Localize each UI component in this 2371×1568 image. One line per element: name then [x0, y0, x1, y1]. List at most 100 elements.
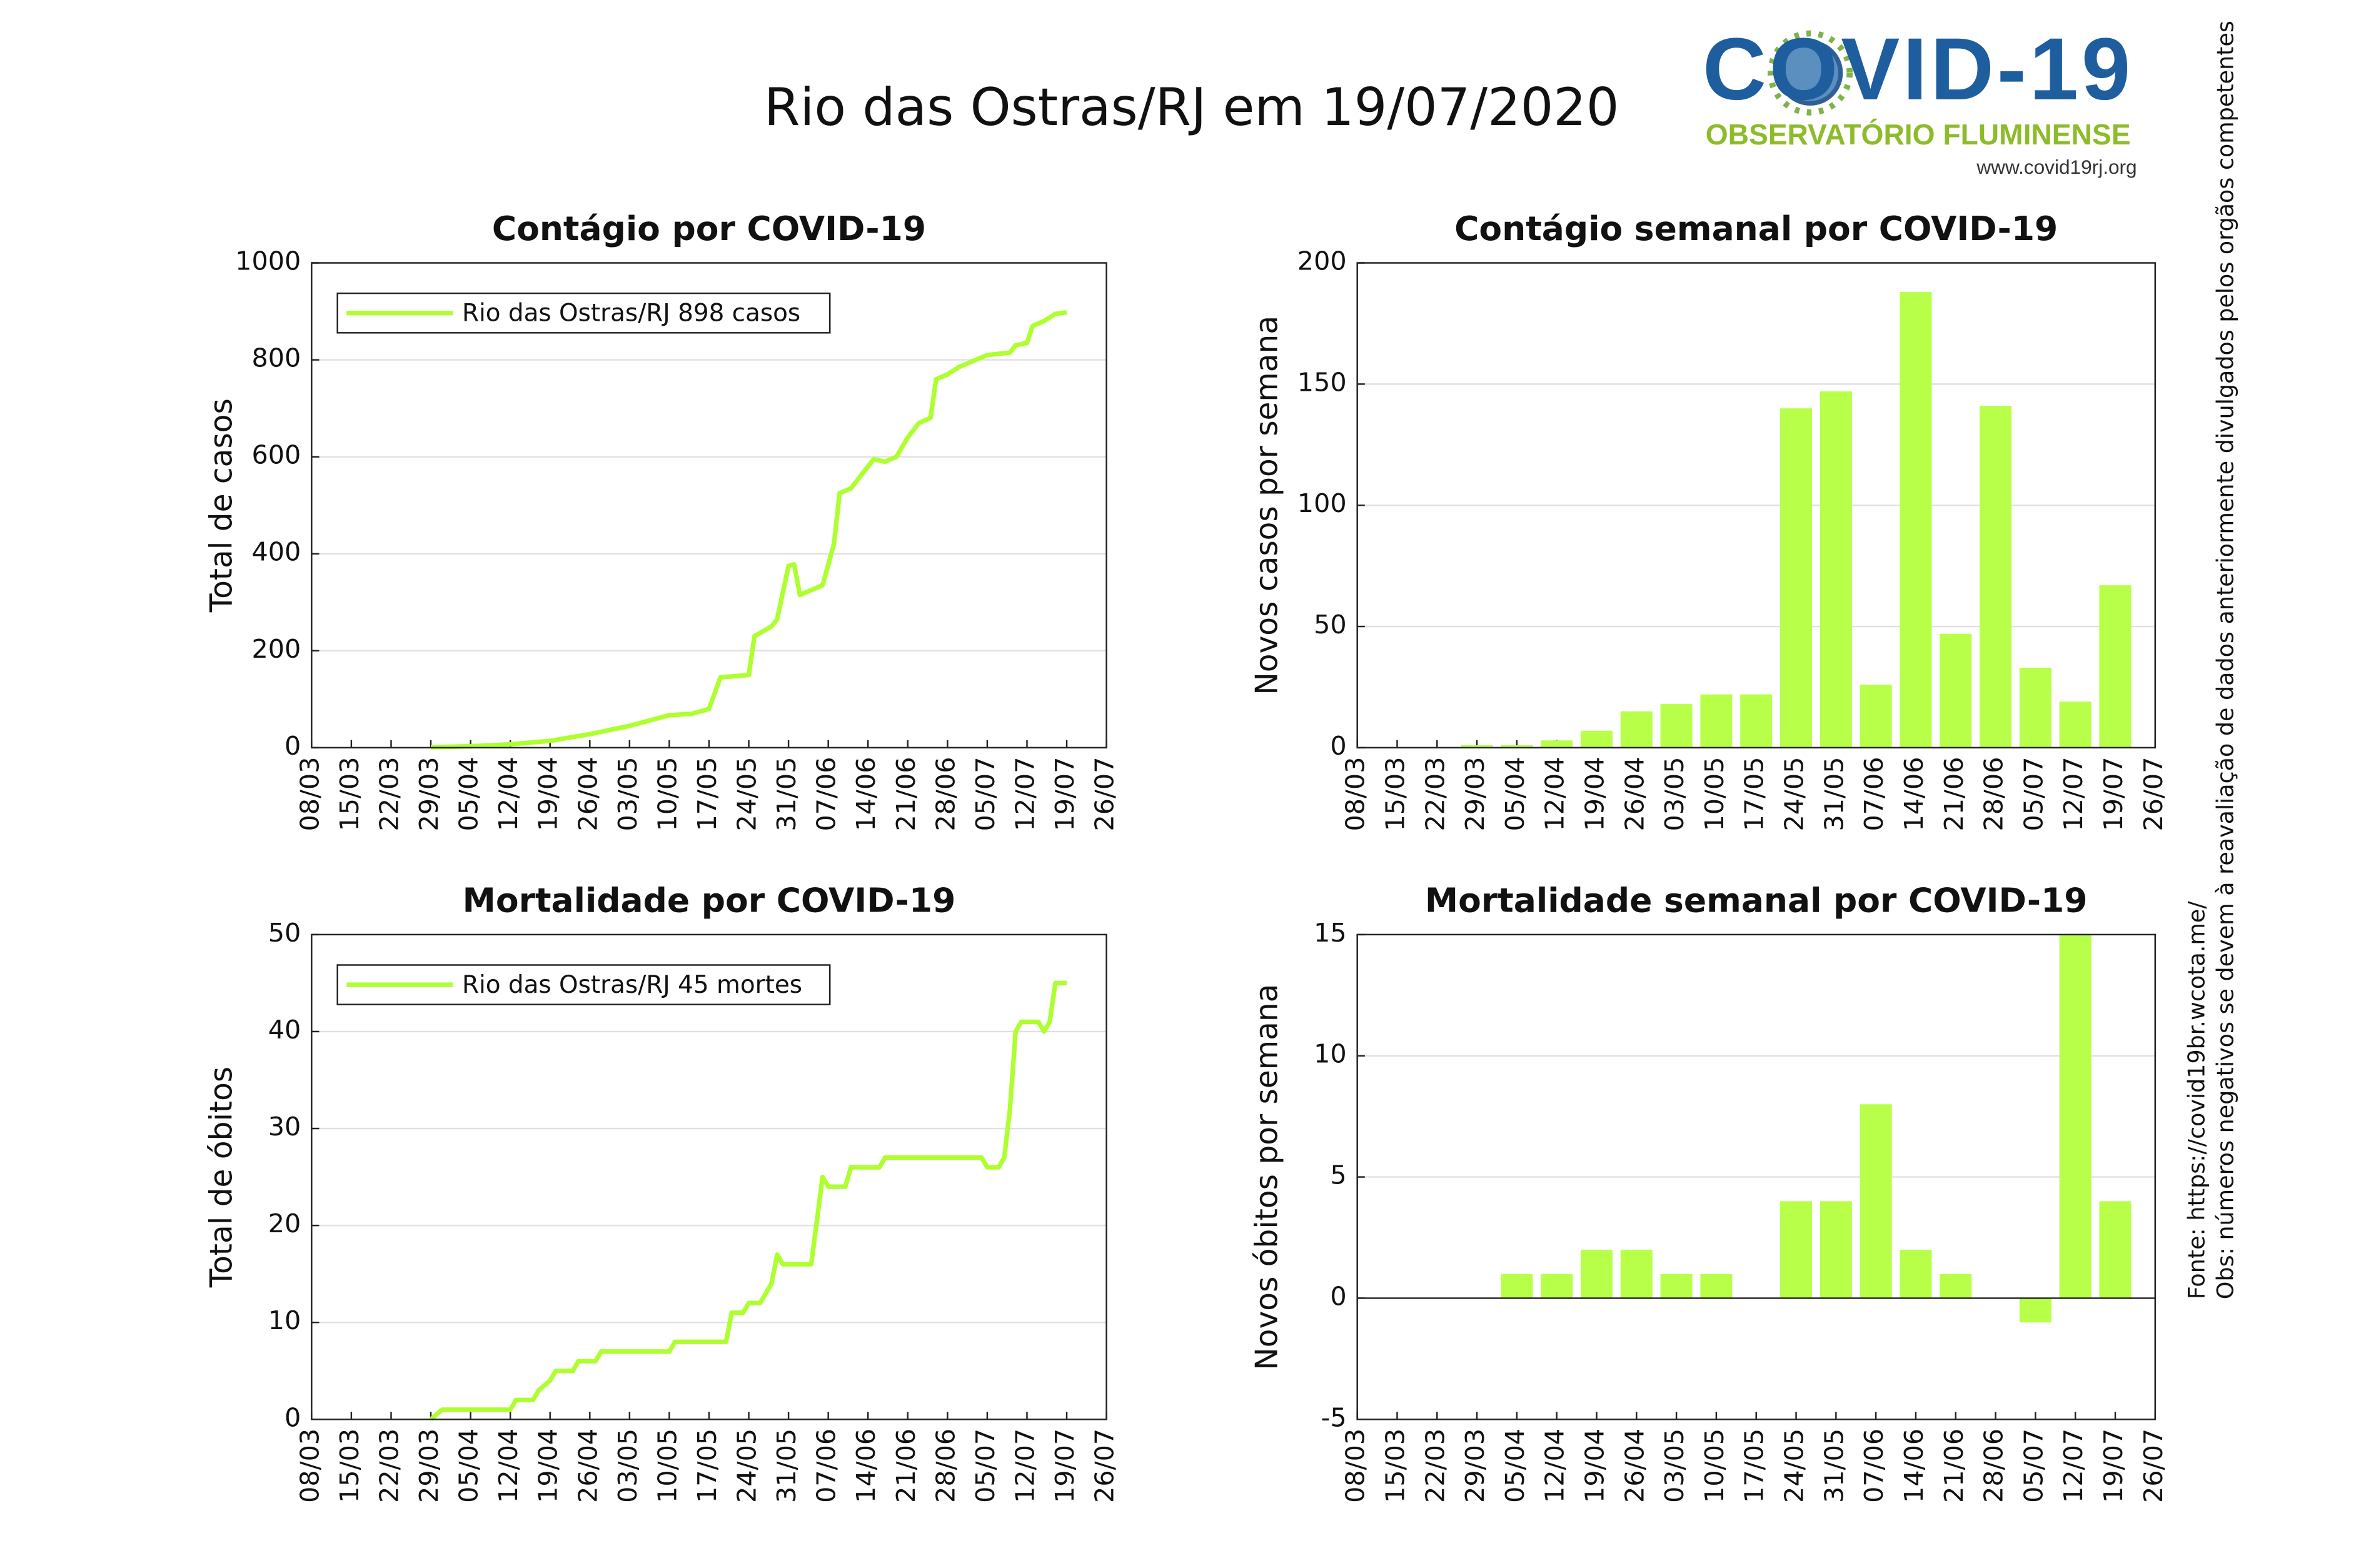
series-line [430, 309, 1067, 750]
y-tick-label: 30 [268, 1112, 301, 1142]
bar [1820, 391, 1852, 748]
y-tick-label: 0 [284, 1402, 301, 1432]
logo-subtitle: OBSERVATÓRIO FLUMINENSE [1706, 118, 2131, 151]
bar [1700, 694, 1733, 748]
subplot-title: Mortalidade por COVID-19 [463, 880, 956, 920]
y-tick-label: 0 [1330, 1281, 1346, 1311]
bar [1740, 694, 1773, 748]
figure-title: Rio das Ostras/RJ em 19/07/2020 [764, 78, 1619, 138]
x-tick-label: 05/04 [454, 1429, 484, 1503]
x-tick-label: 31/05 [1819, 756, 1849, 831]
bar [1541, 1274, 1573, 1299]
logo: COVID-19 OBSERVATÓRIO FLUMINENSE www.cov… [1703, 19, 2137, 178]
x-tick-label: 19/04 [533, 756, 563, 831]
x-tick-label: 05/04 [454, 756, 484, 831]
x-tick-label: 26/04 [1619, 1429, 1649, 1503]
x-tick-label: 10/05 [1699, 1429, 1729, 1503]
bar [1580, 730, 1613, 748]
x-tick-label: 15/03 [335, 756, 365, 831]
x-tick-label: 26/07 [1090, 756, 1120, 831]
x-tick-label: 31/05 [772, 756, 802, 831]
x-tick-label: 22/03 [1420, 1429, 1450, 1503]
x-tick-label: 14/06 [851, 1429, 881, 1503]
x-tick-label: 28/06 [930, 756, 960, 831]
y-tick-label: 100 [1297, 488, 1347, 518]
bar [1900, 1249, 1932, 1299]
subplot-title: Contágio por COVID-19 [492, 209, 926, 248]
bar [2099, 585, 2132, 748]
x-tick-label: 21/06 [891, 1429, 921, 1503]
bar [1860, 685, 1892, 748]
x-tick-label: 26/04 [573, 756, 603, 831]
x-tick-label: 17/05 [1739, 756, 1769, 831]
x-tick-label: 08/03 [294, 756, 325, 831]
virus-icon [1777, 40, 1843, 106]
x-tick-label: 10/05 [652, 756, 682, 831]
y-tick-label: 50 [268, 918, 301, 948]
x-tick-label: 19/07 [2098, 1429, 2128, 1503]
axes-frame [311, 933, 1107, 1420]
x-tick-label: 03/05 [613, 1429, 643, 1503]
x-tick-label: 21/06 [1939, 756, 1969, 831]
bar [1620, 711, 1653, 748]
bar [1780, 1201, 1813, 1299]
x-tick-label: 07/06 [1859, 756, 1889, 831]
x-tick-label: 29/03 [414, 1429, 444, 1503]
axes-frame [1356, 262, 2157, 749]
y-axis-label: Total de óbitos [204, 1067, 239, 1288]
bar [1620, 1249, 1653, 1299]
x-tick-label: 07/06 [812, 1429, 842, 1503]
subplot: -5 0 5 10 15 08/03 15/03 22/03 29/03 05/04 12/04 19… [1250, 880, 2168, 1503]
y-axis-label: Novos óbitos por semana [1250, 984, 1285, 1370]
x-tick-label: 14/06 [1899, 756, 1929, 831]
axes-frame [311, 262, 1107, 749]
x-tick-label: 15/03 [335, 1429, 365, 1503]
obs-note: Obs: números negativos se devem à reaval… [2212, 21, 2239, 1299]
bar [1900, 292, 1932, 748]
axes-frame [1356, 933, 2157, 1420]
x-tick-label: 19/04 [533, 1429, 563, 1503]
x-tick-label: 05/04 [1500, 756, 1530, 831]
x-tick-label: 08/03 [294, 1429, 325, 1503]
y-tick-label: 800 [251, 343, 301, 373]
x-tick-label: 26/04 [1619, 756, 1649, 831]
bar [1940, 633, 1972, 748]
x-tick-label: 22/03 [374, 1429, 404, 1503]
x-tick-label: 19/07 [1050, 756, 1080, 831]
x-tick-label: 12/07 [2058, 1429, 2088, 1503]
x-tick-label: 28/06 [930, 1429, 960, 1503]
subplot-title: Mortalidade semanal por COVID-19 [1425, 880, 2088, 920]
y-tick-label: 200 [251, 634, 301, 664]
x-tick-label: 26/07 [1090, 1429, 1120, 1503]
bar [2099, 1201, 2132, 1299]
x-tick-label: 05/04 [1500, 1429, 1530, 1503]
y-axis-label: Novos casos por semana [1250, 316, 1285, 695]
y-axis-label: Total de casos [204, 398, 239, 613]
y-tick-label: 150 [1297, 367, 1347, 397]
bar [1580, 1249, 1613, 1299]
x-tick-label: 24/05 [732, 1429, 762, 1503]
y-tick-label: 0 [1330, 731, 1346, 761]
y-tick-label: 600 [251, 440, 301, 470]
x-tick-label: 19/04 [1580, 756, 1610, 831]
x-tick-label: 28/06 [1979, 756, 2009, 831]
y-tick-label: -5 [1321, 1402, 1346, 1432]
x-tick-label: 12/04 [493, 1429, 523, 1503]
x-tick-label: 17/05 [692, 756, 722, 831]
x-tick-label: 19/04 [1580, 1429, 1610, 1503]
x-tick-label: 28/06 [1979, 1429, 2009, 1503]
x-tick-label: 12/04 [1540, 756, 1570, 831]
bar [1660, 704, 1693, 748]
bar [1660, 1274, 1693, 1299]
y-tick-label: 10 [268, 1305, 301, 1335]
x-tick-label: 08/03 [1341, 1429, 1371, 1503]
legend-label: Rio das Ostras/RJ 898 casos [462, 299, 800, 328]
x-tick-label: 08/03 [1341, 756, 1371, 831]
x-tick-label: 07/06 [1859, 1429, 1889, 1503]
y-tick-label: 20 [268, 1209, 301, 1239]
x-tick-label: 05/07 [970, 1429, 1000, 1503]
x-tick-label: 29/03 [414, 756, 444, 831]
bar [1980, 406, 2012, 748]
y-tick-label: 400 [251, 537, 301, 567]
